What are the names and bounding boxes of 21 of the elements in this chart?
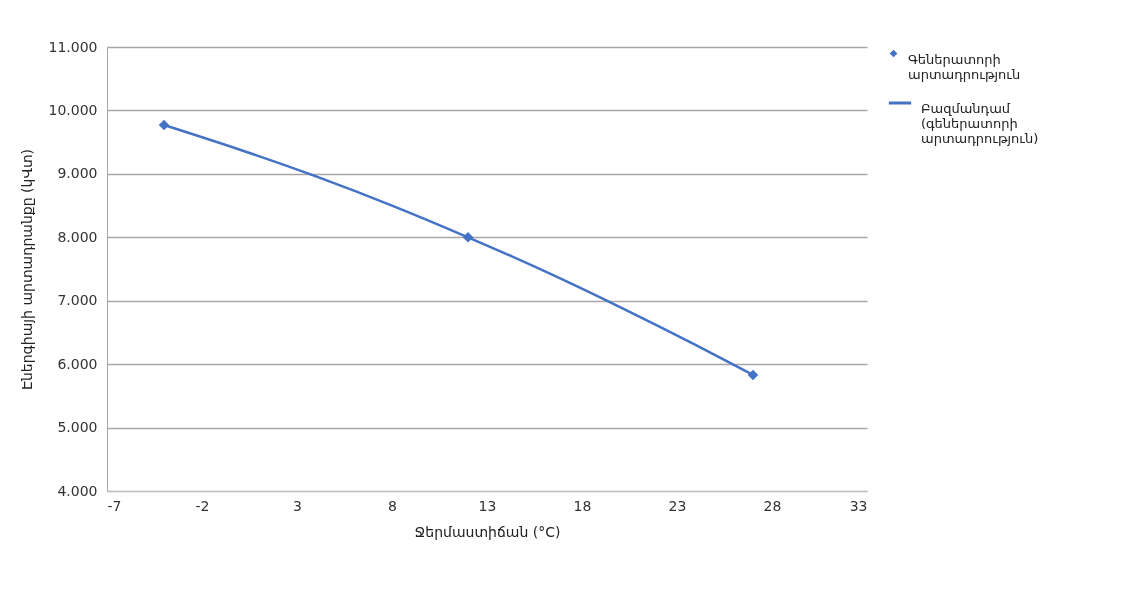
- y-axis-title: Էներգիայի արտադրանքը (կՎտ): [18, 148, 35, 391]
- y-tick-label: 11.000: [48, 38, 98, 55]
- legend-label: Բազմանդամ (գեներատորի արտադրություն): [921, 101, 1039, 146]
- x-axis-title: Ջերմաստիճան (°C): [414, 523, 561, 540]
- y-tick-label: 10.000: [48, 101, 98, 118]
- legend-label: Գեներատորի արտադրություն: [908, 51, 1021, 82]
- x-tick-label: 18: [573, 497, 592, 514]
- y-tick-label: 5.000: [57, 419, 98, 436]
- x-tick-label: 23: [668, 497, 687, 514]
- y-tick-label: 4.000: [57, 482, 98, 499]
- x-tick-label: -7: [107, 497, 122, 514]
- x-tick-label: 13: [478, 497, 497, 514]
- y-tick-label: 7.000: [57, 292, 98, 309]
- x-tick-label: -2: [195, 497, 210, 514]
- x-tick-label: 3: [293, 497, 302, 514]
- y-tick-label: 6.000: [57, 355, 98, 372]
- x-tick-label: 28: [763, 497, 782, 514]
- x-tick-label: 8: [388, 497, 397, 514]
- y-tick-label: 9.000: [57, 165, 98, 182]
- x-tick-label: 33: [849, 497, 868, 514]
- y-tick-label: 8.000: [57, 228, 98, 245]
